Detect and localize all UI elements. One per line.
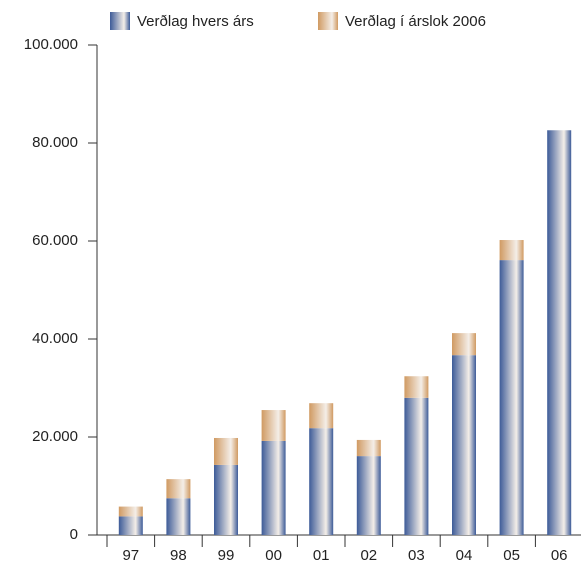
bar-segment — [261, 410, 286, 441]
x-tick-label: 00 — [265, 547, 282, 561]
y-tick-label: 100.000 — [24, 36, 78, 53]
x-tick-label: 99 — [218, 547, 235, 561]
x-tick-label: 03 — [408, 547, 425, 561]
bar-segment — [166, 479, 191, 499]
x-tick-label: 05 — [503, 547, 520, 561]
bar-segment — [404, 397, 429, 535]
x-tick-label: 98 — [170, 547, 187, 561]
bar-segment — [214, 464, 238, 535]
legend-label: Verðlag í árslok 2006 — [345, 13, 486, 30]
x-tick-label: 06 — [551, 547, 568, 561]
bar-segment — [499, 240, 524, 261]
x-tick-label: 02 — [360, 547, 377, 561]
bar-segment — [356, 439, 381, 457]
bar-segment — [118, 506, 143, 517]
bar-segment — [214, 437, 238, 465]
x-tick-label: 97 — [122, 547, 139, 561]
bar-segment — [499, 260, 524, 535]
legend-swatch — [110, 12, 130, 30]
bar-segment — [452, 355, 476, 535]
bar-segment — [356, 456, 381, 535]
bar-segment — [404, 376, 429, 398]
bar-segment — [166, 498, 191, 535]
bar-segment — [261, 440, 286, 535]
bar-segment — [452, 333, 476, 356]
y-tick-label: 0 — [70, 526, 78, 543]
x-tick-label: 01 — [313, 547, 330, 561]
legend-swatch — [318, 12, 338, 30]
x-tick-label: 04 — [456, 547, 473, 561]
y-tick-label: 80.000 — [32, 134, 78, 151]
bar-segment — [309, 428, 334, 535]
y-tick-label: 40.000 — [32, 330, 78, 347]
legend-label: Verðlag hvers árs — [137, 13, 254, 30]
y-tick-label: 60.000 — [32, 232, 78, 249]
bar-segment — [118, 516, 143, 535]
bar-segment — [547, 130, 572, 535]
y-tick-label: 20.000 — [32, 428, 78, 445]
bar-segment — [309, 403, 334, 429]
